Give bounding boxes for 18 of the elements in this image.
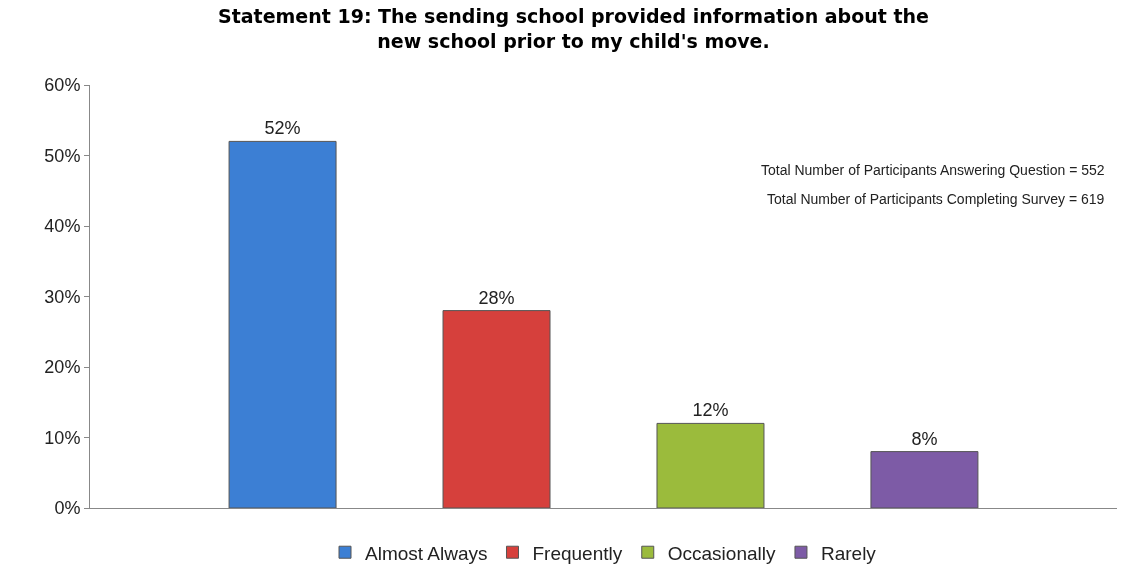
y-tick-label: 10%: [44, 427, 81, 448]
data-label: 8%: [911, 428, 938, 449]
legend-label: Frequently: [532, 542, 623, 564]
annotation: Total Number of Participants Completing Survey = 619: [767, 191, 1105, 207]
y-tick-label: 20%: [44, 357, 81, 378]
legend-label: Rarely: [820, 542, 877, 564]
data-label: 12%: [692, 400, 729, 421]
y-tick-label: 0%: [54, 498, 81, 519]
annotation: Total Number of Participants Answering Question = 552: [761, 162, 1105, 178]
chart-title: Statement 19: The sending school provided information about the new school prior to my child's move.: [218, 5, 929, 53]
y-tick-label: 40%: [44, 216, 81, 237]
y-tick-label: 60%: [44, 75, 81, 96]
y-tick-label: 50%: [44, 145, 81, 166]
data-label: 52%: [264, 118, 301, 139]
y-tick-label: 30%: [44, 286, 81, 307]
data-label: 28%: [478, 287, 515, 308]
legend-label: Occasionally: [667, 542, 776, 564]
legend-label: Almost Always: [365, 542, 488, 564]
